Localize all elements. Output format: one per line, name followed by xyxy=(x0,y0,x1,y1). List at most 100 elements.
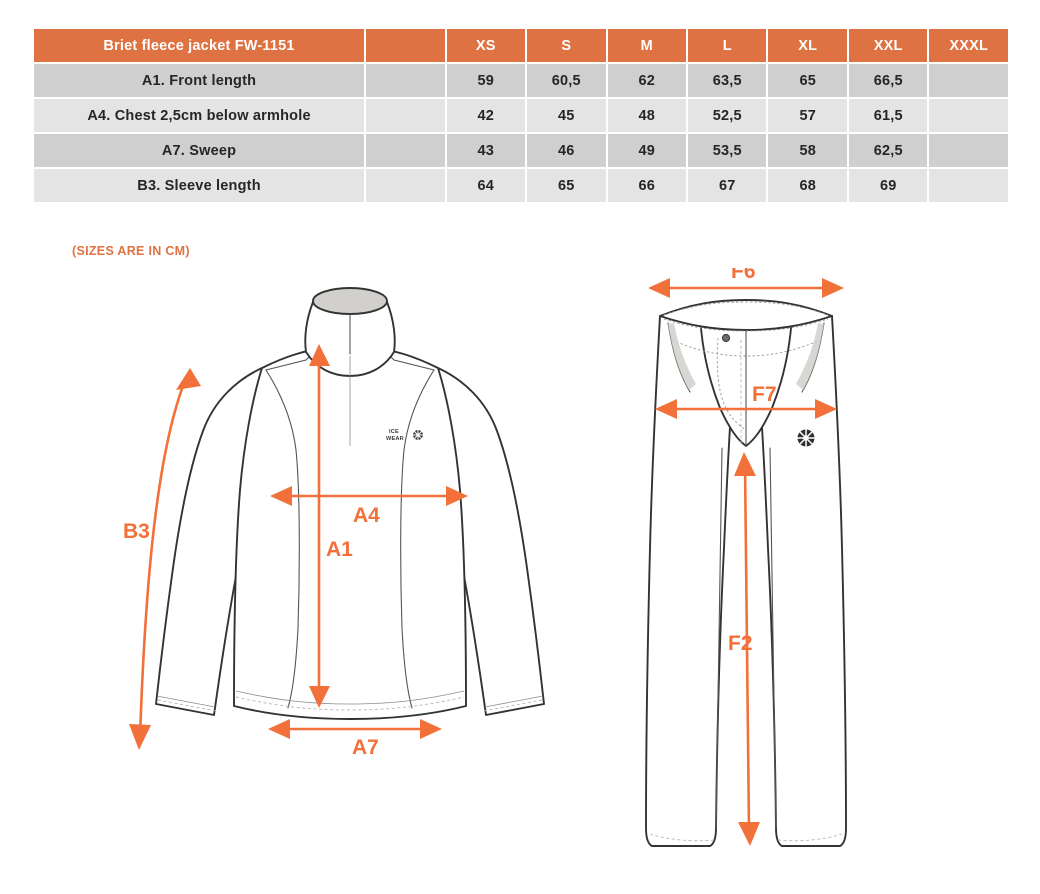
jacket-right-raglan-seam xyxy=(400,369,435,709)
jacket-body xyxy=(233,346,467,720)
dimension-label-a7: A7 xyxy=(352,736,379,759)
table-header: Briet fleece jacket FW-1151 XS S M L XL … xyxy=(34,29,1008,62)
column-header-m: M xyxy=(607,29,686,62)
cell-value: 46 xyxy=(527,134,606,167)
cell-value: 59 xyxy=(446,64,526,97)
pants-left-leg xyxy=(645,315,735,847)
ice-wear-logo: ICE WEAR xyxy=(386,429,423,442)
jacket-illustration: ICE WEAR B3 A4 xyxy=(123,287,545,759)
pants-snowflake-icon xyxy=(797,429,815,447)
table-body: A1. Front length 59 60,5 62 63,5 65 66,5… xyxy=(34,64,1008,202)
row-label: A1. Front length xyxy=(34,64,365,97)
a4-arrowhead-left xyxy=(270,486,292,506)
a1-arrowhead-bottom xyxy=(309,686,330,708)
pants-waistband-top-stitch xyxy=(663,301,829,316)
f6-arrowhead-left xyxy=(648,278,670,298)
cell-value: 42 xyxy=(446,99,526,132)
f7-arrowhead-left xyxy=(655,399,677,419)
cell-value: 49 xyxy=(607,134,686,167)
pants-left-hem-stitch xyxy=(649,833,715,842)
jacket-hem-stitch xyxy=(235,696,465,711)
cell-value: 69 xyxy=(848,169,928,202)
b3-arrowhead-bottom xyxy=(129,724,151,750)
size-chart-table-container: Briet fleece jacket FW-1151 XS S M L XL … xyxy=(32,27,1010,204)
table-row: A1. Front length 59 60,5 62 63,5 65 66,5 xyxy=(34,64,1008,97)
column-header-xxl: XXL xyxy=(848,29,928,62)
cell-value: 61,5 xyxy=(848,99,928,132)
row-label: A4. Chest 2,5cm below armhole xyxy=(34,99,365,132)
dimension-arrow-a1: A1 xyxy=(309,344,353,708)
dimension-label-f7: F7 xyxy=(752,383,777,406)
b3-arrowhead-top xyxy=(176,368,201,390)
pants-front-yoke-stitch xyxy=(671,339,821,357)
f2-arrowhead-bottom xyxy=(738,822,760,846)
cell-value: 67 xyxy=(688,169,767,202)
cell-value: 63,5 xyxy=(688,64,767,97)
jacket-collar-opening xyxy=(312,287,388,315)
product-title: Briet fleece jacket FW-1151 xyxy=(34,29,365,62)
jacket-left-cuff-stitch xyxy=(157,699,217,712)
column-header-xxxl: XXXL xyxy=(929,29,1008,62)
row-label: B3. Sleeve length xyxy=(34,169,365,202)
pants-right-hem-stitch xyxy=(777,833,843,842)
dimension-arrow-b3: B3 xyxy=(123,368,201,750)
dimension-arrow-f2: F2 xyxy=(728,452,760,846)
row-label: A7. Sweep xyxy=(34,134,365,167)
cell-value: 66 xyxy=(607,169,686,202)
pants-left-pocket-shadow xyxy=(668,323,696,390)
table-row: A4. Chest 2,5cm below armhole 42 45 48 5… xyxy=(34,99,1008,132)
a7-arrowhead-right xyxy=(420,719,442,739)
a7-arrowhead-left xyxy=(268,719,290,739)
a1-arrowhead-top xyxy=(309,344,330,366)
dimension-label-f6: F6 xyxy=(731,268,756,283)
cell-value: 66,5 xyxy=(848,64,928,97)
spacer-cell xyxy=(366,169,445,202)
dimension-label-a4: A4 xyxy=(353,504,380,527)
cell-value xyxy=(929,99,1008,132)
cell-value: 58 xyxy=(768,134,847,167)
cell-value xyxy=(929,134,1008,167)
f7-arrowhead-right xyxy=(815,399,837,419)
cell-value: 60,5 xyxy=(527,64,606,97)
figures-container: ICE WEAR B3 A4 xyxy=(0,268,1040,894)
dimension-arrow-f7: F7 xyxy=(655,383,837,419)
column-header-xl: XL xyxy=(768,29,847,62)
spacer-header-cell xyxy=(366,29,445,62)
cell-value xyxy=(929,169,1008,202)
logo-snowflake-icon xyxy=(413,430,423,440)
dimension-arrow-a7: A7 xyxy=(268,719,442,759)
a4-arrowhead-right xyxy=(446,486,468,506)
pants-right-pocket-shadow xyxy=(796,323,824,390)
pants-illustration: F6 F7 F2 xyxy=(645,268,847,847)
jacket-left-cuff-band xyxy=(156,695,216,708)
dimension-label-f2: F2 xyxy=(728,632,753,655)
cell-value: 52,5 xyxy=(688,99,767,132)
table-row: A7. Sweep 43 46 49 53,5 58 62,5 xyxy=(34,134,1008,167)
pants-waistband xyxy=(659,299,833,331)
cell-value: 62 xyxy=(607,64,686,97)
logo-text-line1: ICE xyxy=(389,429,399,435)
jacket-right-cuff-stitch xyxy=(483,699,543,712)
cell-value: 43 xyxy=(446,134,526,167)
cell-value: 65 xyxy=(527,169,606,202)
cell-value: 45 xyxy=(527,99,606,132)
jacket-left-raglan-seam xyxy=(265,369,300,709)
table-row: B3. Sleeve length 64 65 66 67 68 69 xyxy=(34,169,1008,202)
f2-arrowhead-top xyxy=(734,452,756,476)
units-note: (SIZES ARE IN CM) xyxy=(72,244,190,258)
cell-value: 57 xyxy=(768,99,847,132)
pants-right-leg xyxy=(757,315,847,847)
column-header-s: S xyxy=(527,29,606,62)
cell-value: 64 xyxy=(446,169,526,202)
spacer-cell xyxy=(366,64,445,97)
column-header-xs: XS xyxy=(446,29,526,62)
pants-button-icon xyxy=(721,333,731,343)
dimension-label-a1: A1 xyxy=(326,538,353,561)
logo-text-line2: WEAR xyxy=(386,436,404,442)
table-header-row: Briet fleece jacket FW-1151 XS S M L XL … xyxy=(34,29,1008,62)
jacket-hem-band xyxy=(235,690,465,705)
jacket-right-cuff-band xyxy=(484,695,544,708)
cell-value: 68 xyxy=(768,169,847,202)
cell-value xyxy=(929,64,1008,97)
cell-value: 48 xyxy=(607,99,686,132)
